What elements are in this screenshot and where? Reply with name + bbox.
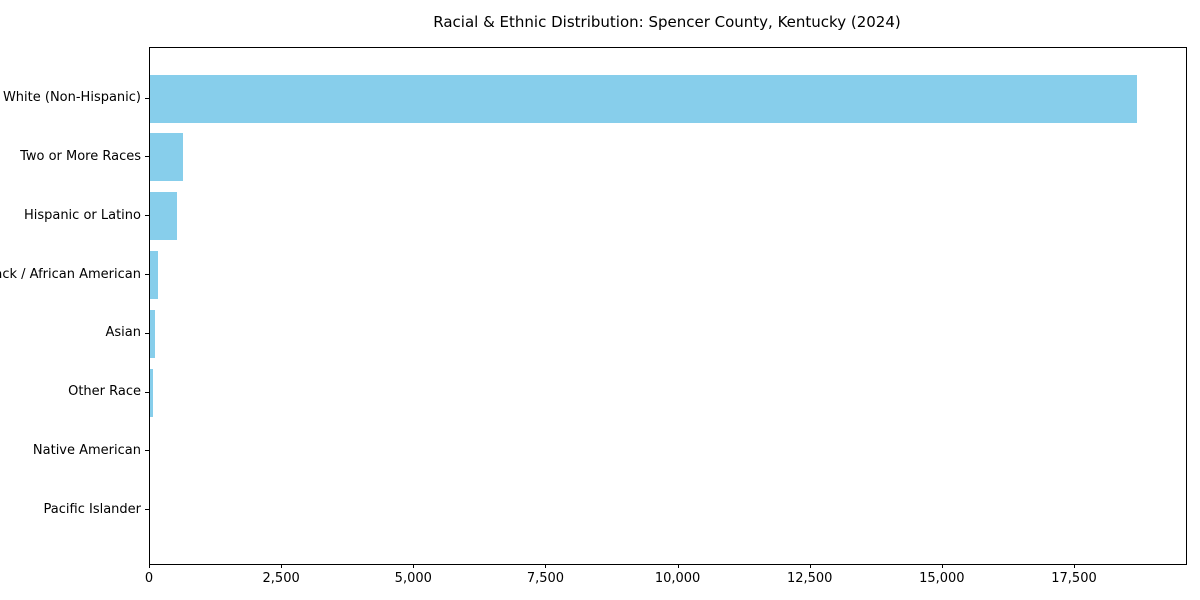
x-tick-mark bbox=[413, 564, 415, 568]
plot-area bbox=[149, 47, 1187, 565]
x-tick-label: 12,500 bbox=[786, 571, 833, 586]
y-tick-label: Hispanic or Latino bbox=[23, 207, 141, 223]
y-tick-label: Black / African American bbox=[0, 266, 141, 282]
x-tick-mark bbox=[1074, 564, 1075, 568]
y-tick-mark bbox=[145, 332, 149, 334]
x-tick-mark bbox=[941, 564, 943, 568]
bar-black-african-american bbox=[150, 251, 158, 299]
y-tick-label: White (Non-Hispanic) bbox=[2, 90, 141, 106]
y-tick-mark bbox=[145, 156, 149, 158]
bar-hispanic-or-latino bbox=[150, 192, 178, 241]
x-tick-label: 7,500 bbox=[526, 571, 565, 586]
x-tick-label: 2,500 bbox=[262, 571, 300, 586]
x-tick-label: 0 bbox=[144, 571, 154, 586]
x-tick-mark bbox=[281, 564, 283, 568]
y-tick-label: Asian bbox=[105, 325, 141, 341]
x-tick-mark bbox=[545, 564, 547, 568]
x-tick-mark bbox=[809, 564, 811, 568]
y-tick-label: Native American bbox=[32, 442, 141, 458]
y-tick-mark bbox=[145, 391, 149, 393]
y-tick-label: Other Race bbox=[68, 384, 141, 400]
y-tick-mark bbox=[145, 450, 149, 452]
y-tick-label: Pacific Islander bbox=[43, 501, 141, 517]
x-tick-mark bbox=[149, 564, 150, 568]
bar-other-race bbox=[150, 368, 154, 417]
y-tick-mark bbox=[145, 215, 149, 217]
x-tick-label: 15,000 bbox=[919, 571, 965, 586]
x-tick-label: 5,000 bbox=[394, 571, 432, 586]
y-tick-mark bbox=[145, 97, 149, 99]
x-tick-label: 17,500 bbox=[1051, 571, 1097, 586]
x-tick-mark bbox=[677, 564, 679, 568]
bar-white-non-hispanic bbox=[150, 74, 1137, 123]
x-tick-label: 10,000 bbox=[654, 571, 701, 586]
chart-title: Racial & Ethnic Distribution: Spencer Co… bbox=[433, 13, 901, 31]
y-tick-label: Two or More Races bbox=[20, 148, 141, 164]
y-tick-mark bbox=[145, 274, 149, 275]
y-tick-mark bbox=[145, 509, 149, 511]
bar-asian bbox=[150, 309, 156, 358]
bar-two-or-more-races bbox=[150, 133, 183, 182]
